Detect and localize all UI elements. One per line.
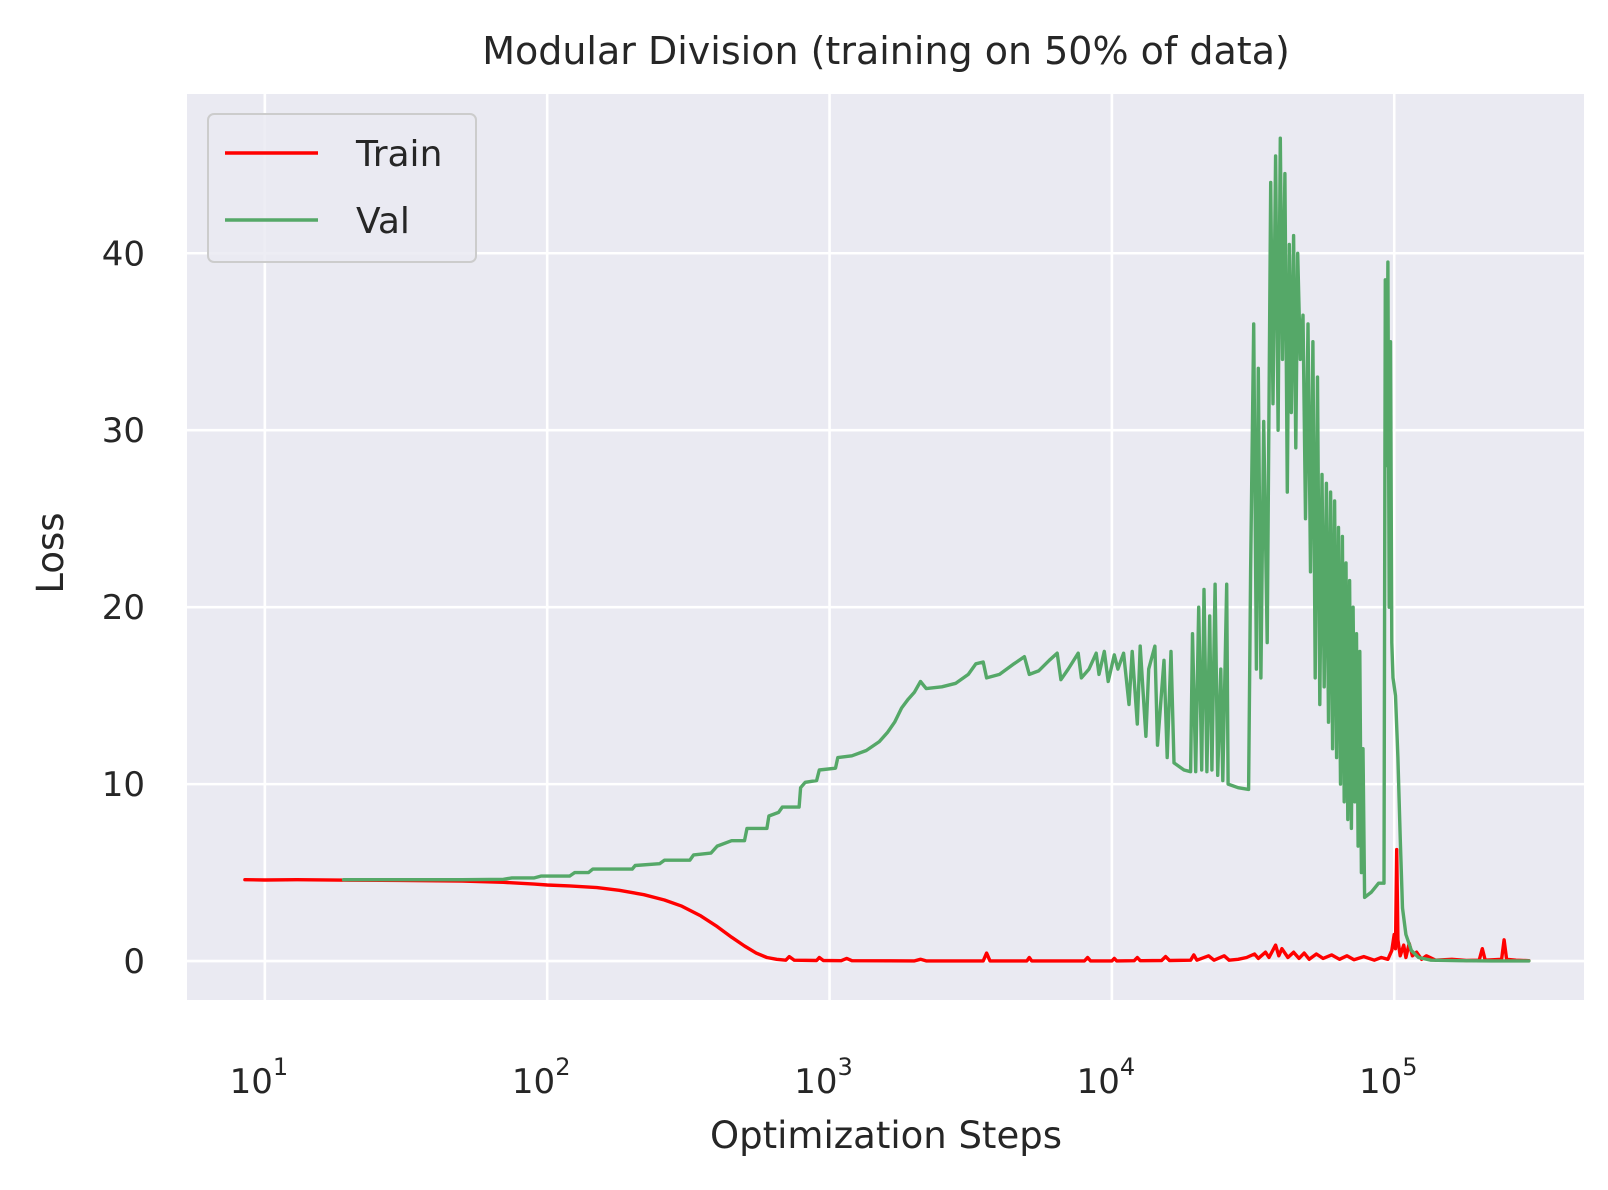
y-tick-label: 40	[102, 234, 145, 274]
x-tick-label: 103	[794, 1053, 853, 1102]
chart-title: Modular Division (training on 50% of dat…	[482, 29, 1290, 73]
y-tick-label: 20	[102, 588, 145, 628]
y-tick-label: 30	[102, 411, 145, 451]
y-tick-label: 10	[102, 765, 145, 805]
legend-box	[207, 113, 477, 263]
legend: Train Val	[207, 113, 477, 263]
x-axis-label: Optimization Steps	[710, 1114, 1062, 1157]
y-tick-label: 0	[123, 942, 145, 982]
series-layer	[243, 136, 1531, 963]
x-tick-labels: 101 102 103 104 105	[230, 1053, 1418, 1102]
y-axis-label: Loss	[29, 512, 72, 593]
x-tick-label: 102	[512, 1053, 571, 1102]
x-tick-label: 101	[230, 1053, 289, 1102]
series-line-train	[243, 847, 1531, 963]
x-tick-label: 104	[1077, 1053, 1136, 1102]
legend-label: Val	[356, 201, 410, 242]
series-line-val	[341, 136, 1531, 963]
x-tick-label: 105	[1359, 1053, 1418, 1102]
legend-label: Train	[355, 134, 442, 175]
y-tick-labels: 0 10 20 30 40	[102, 234, 145, 982]
